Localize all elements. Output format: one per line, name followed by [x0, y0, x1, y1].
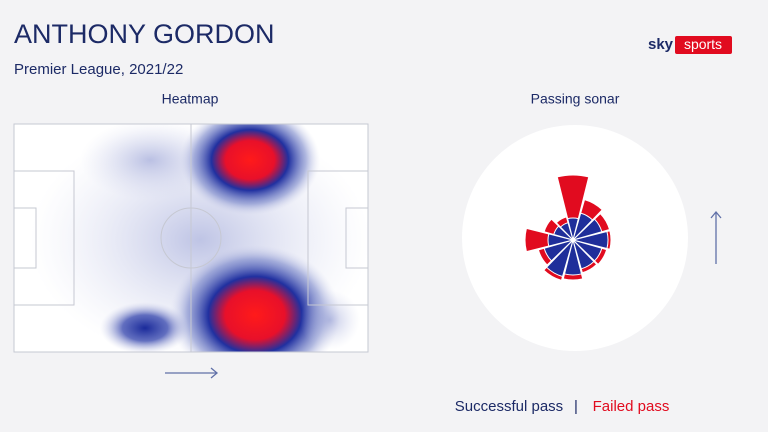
logo: sky sports [648, 36, 732, 54]
direction-arrow [165, 367, 219, 379]
title: ANTHONY GORDON [14, 19, 275, 49]
subtitle: Premier League, 2021/22 [14, 61, 183, 78]
logo-sports: sports [684, 36, 722, 52]
logo-sky: sky [648, 36, 674, 53]
legend-successful: Successful pass [455, 398, 563, 415]
legend: Successful pass | Failed pass [455, 398, 670, 415]
legend-failed: Failed pass [593, 398, 670, 415]
legend-separator: | [574, 398, 578, 415]
heatmap-label: Heatmap [162, 91, 219, 107]
pitch [13, 123, 369, 353]
logo-box [675, 36, 732, 54]
sonar-label: Passing sonar [531, 91, 620, 107]
up-arrow [710, 210, 722, 264]
pitch-lines [13, 123, 369, 353]
